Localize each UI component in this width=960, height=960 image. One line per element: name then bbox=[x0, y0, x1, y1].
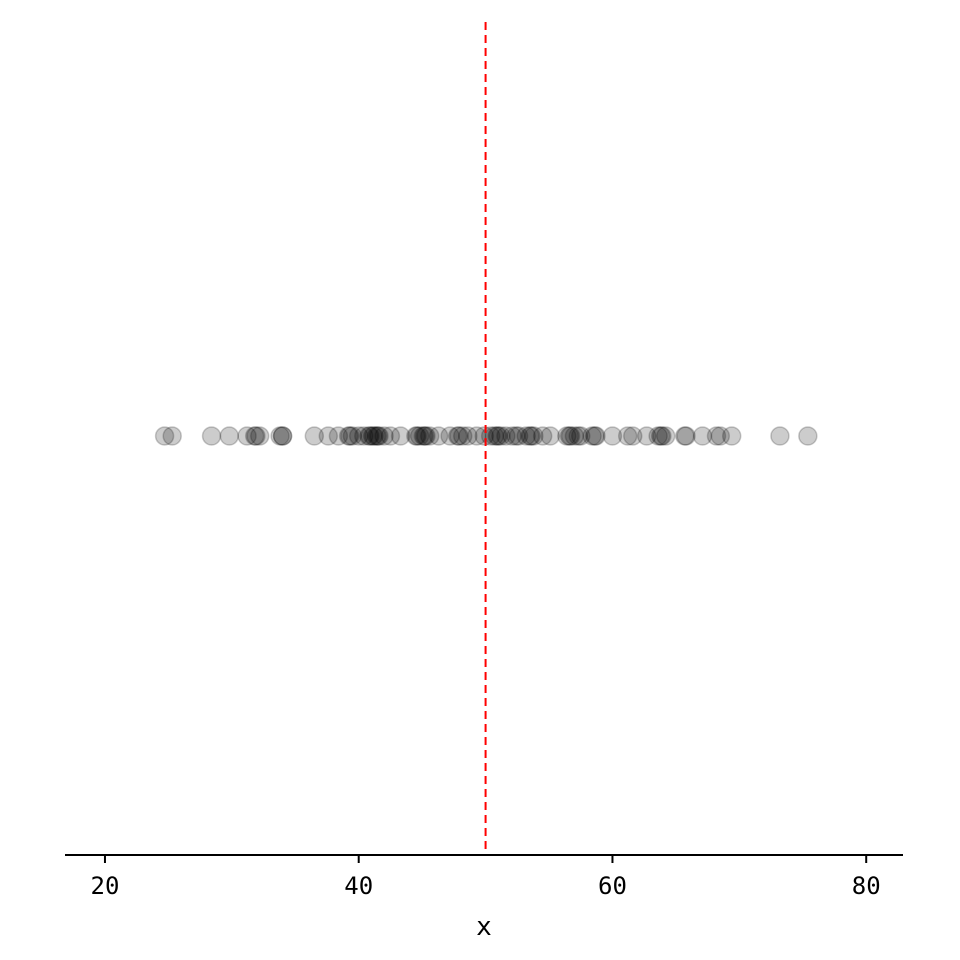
data-point bbox=[540, 426, 561, 446]
data-point bbox=[449, 426, 469, 446]
data-point bbox=[364, 426, 384, 446]
data-point bbox=[474, 426, 495, 446]
data-point bbox=[506, 426, 526, 446]
data-point bbox=[304, 426, 325, 446]
data-point bbox=[484, 426, 505, 446]
data-point bbox=[496, 426, 516, 446]
data-point bbox=[721, 426, 742, 446]
data-point bbox=[338, 426, 359, 446]
data-point bbox=[602, 426, 623, 446]
data-point bbox=[458, 426, 478, 446]
data-point bbox=[584, 426, 605, 446]
data-point bbox=[406, 426, 426, 446]
data-point bbox=[676, 426, 696, 446]
data-point bbox=[586, 426, 606, 446]
data-point bbox=[250, 426, 270, 446]
x-tick-label: 80 bbox=[852, 872, 881, 900]
data-point bbox=[272, 426, 293, 446]
data-point bbox=[366, 426, 387, 446]
data-point bbox=[710, 426, 731, 446]
data-point bbox=[409, 426, 430, 446]
data-point bbox=[452, 426, 473, 446]
data-point bbox=[237, 426, 257, 446]
data-point bbox=[416, 426, 436, 446]
data-point bbox=[564, 426, 585, 446]
data-point bbox=[623, 426, 643, 446]
data-point bbox=[407, 426, 427, 446]
data-point bbox=[508, 426, 529, 446]
data-point bbox=[706, 426, 727, 446]
data-point bbox=[246, 426, 266, 446]
data-point bbox=[328, 426, 349, 446]
data-point bbox=[570, 426, 591, 446]
data-point bbox=[770, 426, 790, 446]
data-point bbox=[428, 426, 449, 446]
data-point bbox=[520, 426, 540, 446]
data-point bbox=[413, 426, 434, 446]
data-points bbox=[154, 426, 818, 446]
data-point bbox=[568, 426, 588, 446]
data-point bbox=[219, 426, 240, 446]
data-point bbox=[636, 426, 657, 446]
data-point bbox=[692, 426, 713, 446]
data-point bbox=[652, 426, 672, 446]
data-point bbox=[374, 426, 394, 446]
data-point bbox=[557, 426, 577, 446]
data-point bbox=[270, 426, 290, 446]
data-point bbox=[502, 426, 522, 446]
x-axis-ticks: 20 40 60 80 bbox=[91, 855, 881, 900]
data-point bbox=[369, 426, 389, 446]
x-tick-label: 20 bbox=[91, 872, 120, 900]
data-point bbox=[360, 426, 380, 446]
data-point bbox=[491, 426, 511, 446]
data-point bbox=[318, 426, 339, 446]
data-point bbox=[488, 426, 509, 446]
data-point bbox=[447, 426, 468, 446]
data-point bbox=[648, 426, 668, 446]
x-tick-label: 60 bbox=[598, 872, 627, 900]
data-point bbox=[154, 426, 175, 446]
data-point bbox=[201, 426, 222, 446]
data-point bbox=[244, 426, 265, 446]
data-point bbox=[390, 426, 411, 446]
data-point bbox=[342, 426, 363, 446]
x-tick-label: 40 bbox=[344, 872, 373, 900]
data-point bbox=[582, 426, 602, 446]
data-point bbox=[516, 426, 536, 446]
data-point bbox=[675, 426, 695, 446]
data-point bbox=[798, 426, 818, 446]
data-point bbox=[162, 426, 182, 446]
data-point bbox=[617, 426, 638, 446]
data-point bbox=[380, 426, 401, 446]
data-point bbox=[521, 426, 542, 446]
data-point bbox=[559, 426, 580, 446]
data-point bbox=[354, 426, 374, 446]
x-axis-label: x bbox=[476, 912, 492, 942]
data-point bbox=[362, 426, 383, 446]
data-point bbox=[414, 426, 435, 446]
data-point bbox=[655, 426, 676, 446]
data-point bbox=[272, 426, 293, 446]
data-point bbox=[466, 426, 487, 446]
data-point bbox=[440, 426, 460, 446]
data-point bbox=[367, 426, 388, 446]
data-point bbox=[532, 426, 553, 446]
data-point bbox=[650, 426, 671, 446]
data-point bbox=[487, 426, 507, 446]
data-point bbox=[340, 426, 360, 446]
data-point bbox=[348, 426, 369, 446]
data-point bbox=[420, 426, 440, 446]
data-point bbox=[359, 426, 379, 446]
data-point bbox=[560, 426, 581, 446]
data-point bbox=[524, 426, 544, 446]
